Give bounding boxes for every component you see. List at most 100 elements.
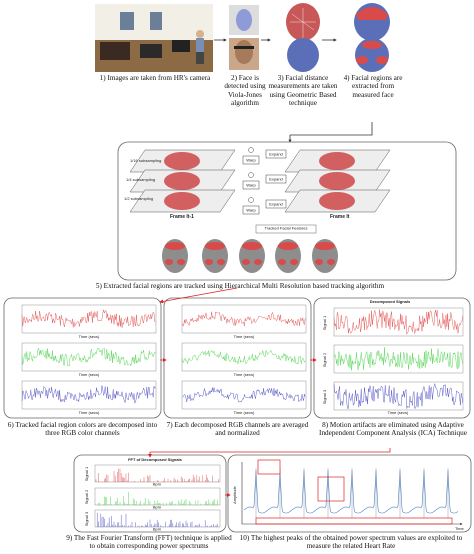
ica-signal — [333, 309, 463, 335]
layer-face — [319, 192, 355, 210]
plot-frame — [333, 307, 464, 337]
tracked-faces — [162, 239, 338, 273]
face-region — [278, 242, 298, 250]
plot-frame — [94, 464, 221, 483]
spectrum — [95, 468, 219, 482]
plot-frame — [94, 509, 221, 528]
frame-curr: Frame It — [330, 214, 350, 220]
axis-label: Bpm — [153, 482, 162, 487]
axis-label: Time (secs) — [234, 334, 255, 339]
panel — [3, 297, 162, 419]
axis-label: Time (secs) — [234, 372, 255, 377]
highlight — [317, 476, 345, 502]
face-region — [278, 259, 286, 265]
axis-label: Amplitude — [232, 485, 237, 504]
signals: Time (secs) Time (secs) Time (secs) Time (s… — [21, 304, 464, 415]
face-region — [205, 259, 213, 265]
axis-label: Bpm — [153, 505, 162, 510]
pyramid-layers — [129, 149, 391, 213]
plot-frame — [181, 380, 307, 410]
sum-node — [248, 147, 254, 153]
room-image — [95, 4, 213, 72]
step-caption: 5) Extracted facial regions are tracked … — [95, 282, 385, 290]
layer-face — [164, 152, 200, 170]
warp-column: Warp Expand Warp Expand Warp Expand — [242, 147, 287, 215]
expand-box — [265, 149, 287, 159]
warp-box — [242, 205, 260, 215]
axis-label: Time (secs) — [79, 372, 100, 377]
axis-label: Time — [455, 526, 465, 531]
step-caption: 8) Motion artifacts are eliminated using… — [319, 421, 467, 438]
plot-frame — [94, 487, 221, 506]
spectrum — [95, 491, 218, 505]
highlight — [257, 459, 281, 475]
sum-node — [248, 172, 254, 178]
face-region — [165, 242, 185, 250]
step-caption: 6) Tracked facial region colors are deco… — [7, 421, 158, 438]
layer-face — [164, 172, 200, 190]
step-caption: 4) Facial regions are extracted from mea… — [343, 74, 403, 99]
plot-frame — [333, 344, 464, 374]
warp-label: Warp — [246, 208, 256, 213]
ica-signal — [333, 347, 463, 371]
warp-label: Warp — [246, 183, 256, 188]
highlight — [255, 517, 453, 525]
expand-label: Expand — [269, 152, 283, 157]
axis-label: Time (secs) — [79, 334, 100, 339]
warp-box — [242, 155, 260, 165]
tracked-box — [255, 224, 317, 234]
face-region — [177, 259, 185, 265]
tracked-label: Tracked Facial Features — [265, 226, 308, 231]
plot-title: FFT of Decomposed Signals — [128, 457, 183, 462]
frame-prev: Frame It-1 — [170, 214, 194, 220]
step-caption: 2) Face is detected using Viola-Jones al… — [224, 74, 266, 108]
spectrum — [97, 512, 218, 527]
step-caption: 1) Images are taken from HR's camera — [99, 74, 211, 82]
face-region — [242, 242, 262, 250]
warp-box — [242, 180, 260, 190]
plot-frame — [21, 380, 157, 410]
plot-frame — [181, 342, 307, 372]
axis-label: Time (secs) — [234, 410, 255, 415]
face-detect-image — [229, 5, 259, 70]
subsampling-label: 1/4 subsampling — [126, 177, 155, 182]
plot-title: Decomposed Signals — [370, 299, 411, 304]
axis-label: Signal 2 — [84, 489, 89, 504]
plot-frame — [181, 304, 307, 334]
axis-label: Signal 2 — [322, 352, 327, 367]
axis-label: Signal 1 — [84, 466, 89, 481]
axis-label: Signal 3 — [322, 389, 327, 404]
face-region — [315, 259, 323, 265]
face-region — [217, 259, 225, 265]
axis-label: Signal 3 — [84, 511, 89, 526]
step-caption: 3) Facial distance measurements are take… — [268, 74, 338, 108]
plot-frame — [21, 304, 157, 334]
expand-box — [265, 174, 287, 184]
subsampling-label: 1/16 subsampling — [130, 158, 161, 163]
step-caption: 9) The Fast Fourier Transform (FFT) tech… — [66, 534, 232, 551]
plot-frame — [333, 381, 464, 411]
face-region — [165, 259, 173, 265]
face-region — [290, 259, 298, 265]
normalized-signal — [181, 387, 306, 403]
normalized-signal — [181, 311, 306, 327]
expand-label: Expand — [269, 202, 283, 207]
warp-label: Warp — [246, 158, 256, 163]
expand-box — [265, 199, 287, 209]
face-region — [327, 259, 335, 265]
subsampling-label: 1/2 subsampling — [124, 196, 153, 201]
face-region — [205, 242, 225, 250]
step-caption: 7) Each decomposed RGB channels are aver… — [166, 421, 309, 438]
channel-signal — [21, 347, 156, 367]
layer-face — [164, 192, 200, 210]
ica-signal — [333, 383, 463, 409]
face-region — [254, 259, 262, 265]
axis-label: Time (secs) — [79, 410, 100, 415]
face-region — [242, 259, 250, 265]
channel-signal — [21, 309, 156, 328]
axis-label: Signal 1 — [322, 315, 327, 330]
heart-rate-plot — [241, 459, 463, 526]
channel-signal — [21, 385, 156, 404]
pulse — [243, 469, 459, 514]
